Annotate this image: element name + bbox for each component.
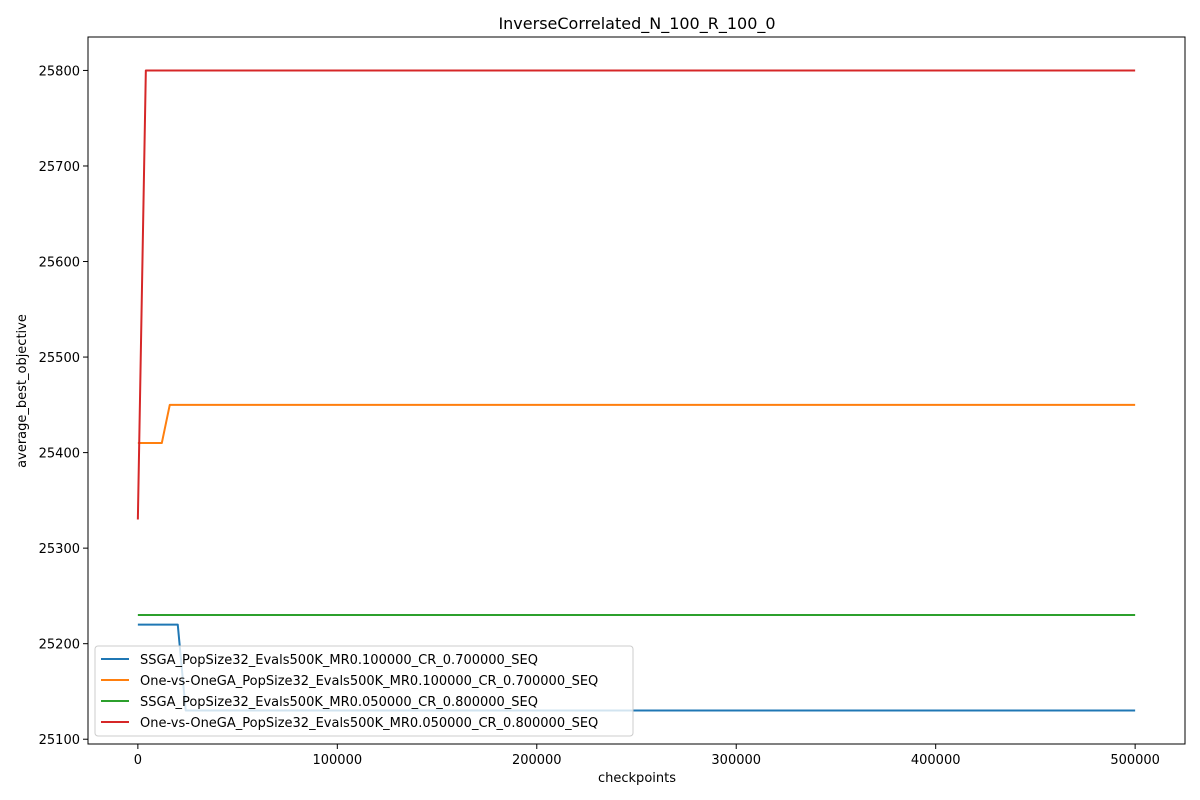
y-tick-label: 25500 bbox=[39, 351, 80, 366]
legend-label-3: One-vs-OneGA_PopSize32_Evals500K_MR0.050… bbox=[140, 716, 598, 731]
y-tick-label: 25100 bbox=[39, 733, 80, 748]
legend-label-1: One-vs-OneGA_PopSize32_Evals500K_MR0.100… bbox=[140, 674, 598, 689]
y-tick-label: 25400 bbox=[39, 447, 80, 462]
y-axis-title: average_best_objective bbox=[15, 314, 30, 468]
legend-box bbox=[94, 645, 634, 737]
x-tick-label: 500000 bbox=[1110, 753, 1160, 768]
axes-frame bbox=[87, 36, 1186, 745]
legend-label-0: SSGA_PopSize32_Evals500K_MR0.100000_CR_0… bbox=[140, 653, 538, 668]
legend: SSGA_PopSize32_Evals500K_MR0.100000_CR_0… bbox=[94, 645, 634, 737]
x-tick-label: 100000 bbox=[312, 753, 362, 768]
chart-title: InverseCorrelated_N_100_R_100_0 bbox=[498, 14, 775, 34]
y-tick-label: 25200 bbox=[39, 638, 80, 653]
y-tick-label: 25800 bbox=[39, 64, 80, 79]
x-tick-label: 0 bbox=[134, 753, 142, 768]
legend-label-2: SSGA_PopSize32_Evals500K_MR0.050000_CR_0… bbox=[140, 695, 538, 710]
x-axis-title: checkpoints bbox=[598, 771, 676, 786]
y-tick-label: 25700 bbox=[39, 160, 80, 175]
x-tick-label: 300000 bbox=[711, 753, 761, 768]
axes: 0 100000 200000 300000 400000 500000 25100 2520… bbox=[39, 36, 1186, 768]
y-tick-label: 25600 bbox=[39, 256, 80, 271]
x-tick-label: 400000 bbox=[911, 753, 961, 768]
y-tick-label: 25300 bbox=[39, 542, 80, 557]
x-tick-label: 200000 bbox=[512, 753, 562, 768]
plot-area bbox=[136, 69, 1136, 712]
series-line-3 bbox=[136, 69, 1136, 520]
series-line-1 bbox=[137, 403, 1136, 445]
